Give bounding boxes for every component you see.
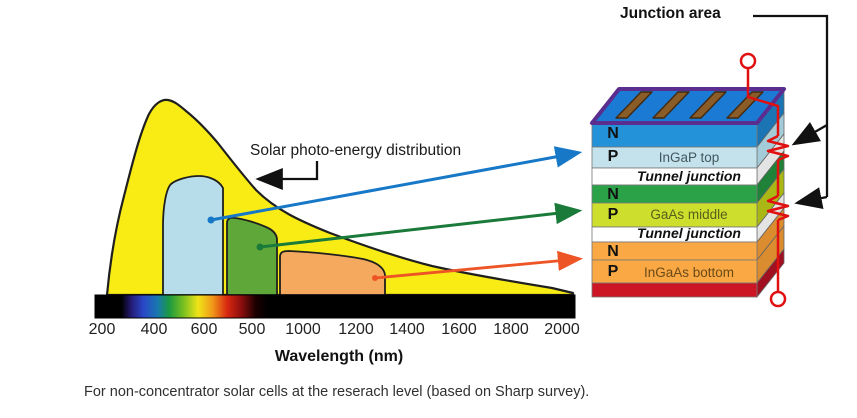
ingap-arrow — [210, 146, 583, 222]
axis-tick: 1200 — [338, 321, 374, 338]
figure-caption: For non-concentrator solar cells at the … — [84, 384, 590, 400]
circuit-wire-top — [746, 68, 780, 136]
gaas-absorption-region — [226, 216, 278, 296]
terminal-bottom — [769, 290, 787, 308]
circuit — [739, 52, 790, 308]
axis-tick: 1000 — [285, 321, 321, 338]
n-label-bottom: N — [607, 243, 619, 260]
contact-finger — [689, 91, 727, 119]
cell-front-faces — [591, 122, 758, 298]
axis-tick: 200 — [88, 321, 116, 338]
axis-tick: 400 — [140, 321, 168, 338]
terminal-top — [739, 52, 757, 70]
resistor-top-junction — [766, 134, 790, 162]
resistor-bottom-junction — [766, 194, 790, 222]
tunnel-junction-label-2: Tunnel junction — [637, 225, 741, 241]
ingaas-absorption-region — [279, 250, 386, 296]
distribution-label: Solar photo-energy distribution — [250, 142, 462, 159]
n-label-top: N — [607, 125, 619, 142]
junction-area-label: Junction area — [620, 5, 721, 22]
tunnel-junction-label-1: Tunnel junction — [637, 168, 741, 184]
axis-tick: 500 — [238, 321, 266, 338]
ingaas-arrow — [374, 250, 584, 280]
p-label-top: P — [607, 148, 619, 165]
junction-arrow-bottom — [794, 187, 828, 209]
layer-p-mid — [591, 202, 758, 228]
layer-name-ingaas-bottom: InGaAs bottom — [643, 265, 735, 280]
axis-tick: 1800 — [493, 321, 529, 338]
layer-n-top — [591, 122, 758, 148]
layer-name-gaas-middle: GaAs middle — [650, 207, 728, 222]
distribution-pointer-arrow — [255, 161, 319, 191]
axis-title: Wavelength (nm) — [274, 348, 404, 365]
axis-tick: 1400 — [389, 321, 425, 338]
p-label-bottom: P — [607, 263, 619, 280]
contact-finger — [652, 91, 690, 119]
gaas-arrow — [259, 202, 583, 249]
axis-tick: 600 — [190, 321, 218, 338]
layer-base — [591, 282, 758, 298]
contact-finger — [615, 91, 653, 119]
wavelength-spectrum-bar — [94, 294, 576, 319]
p-label-middle: P — [607, 206, 619, 223]
junction-arrow-top — [791, 122, 828, 146]
axis-tick: 1600 — [441, 321, 477, 338]
n-label-middle: N — [607, 186, 619, 203]
axis-tick: 2000 — [544, 321, 580, 338]
ingap-absorption-region — [162, 175, 224, 296]
junction-pointer-line — [753, 14, 829, 197]
layer-name-ingap-top: InGaP top — [658, 150, 720, 165]
